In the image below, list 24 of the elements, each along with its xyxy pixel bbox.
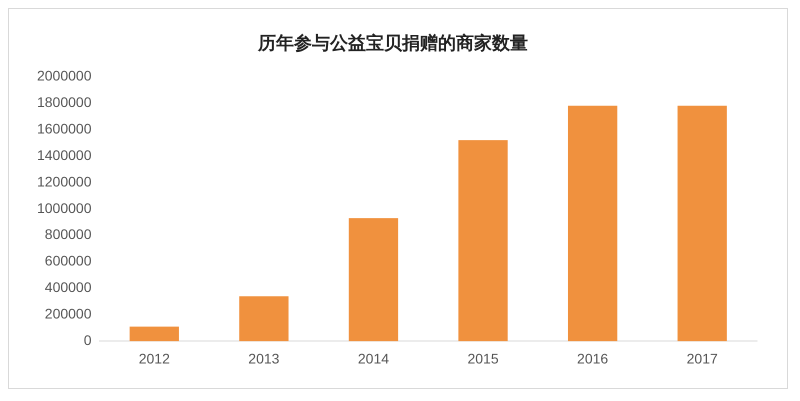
y-tick-label: 2000000: [36, 67, 92, 84]
y-tick-label: 1000000: [36, 200, 92, 216]
bar: [239, 296, 289, 342]
bar: [130, 326, 179, 342]
y-tick-label: 200000: [44, 306, 92, 322]
y-tick-label: 1600000: [36, 120, 92, 136]
y-tick-label: 400000: [44, 279, 92, 296]
y-tick-label: 1400000: [36, 146, 92, 163]
bar: [458, 140, 508, 342]
y-tick-label: 800000: [44, 226, 92, 242]
bar: [678, 106, 727, 342]
x-tick-label: 2016: [577, 350, 608, 366]
x-tick-label: 2015: [467, 350, 499, 366]
y-tick-label: 1200000: [36, 173, 92, 190]
x-tick-label: 2012: [138, 350, 170, 366]
x-tick-label: 2014: [358, 350, 390, 366]
y-tick-label: 0: [84, 332, 92, 348]
y-tick-label: 600000: [44, 252, 92, 269]
x-tick-label: 2017: [686, 350, 718, 366]
x-tick-label: 2013: [248, 350, 280, 366]
bar: [568, 106, 618, 342]
y-tick-label: 1800000: [36, 94, 92, 110]
chart-title: 历年参与公益宝贝捐赠的商家数量: [257, 32, 528, 53]
bar: [348, 218, 398, 342]
